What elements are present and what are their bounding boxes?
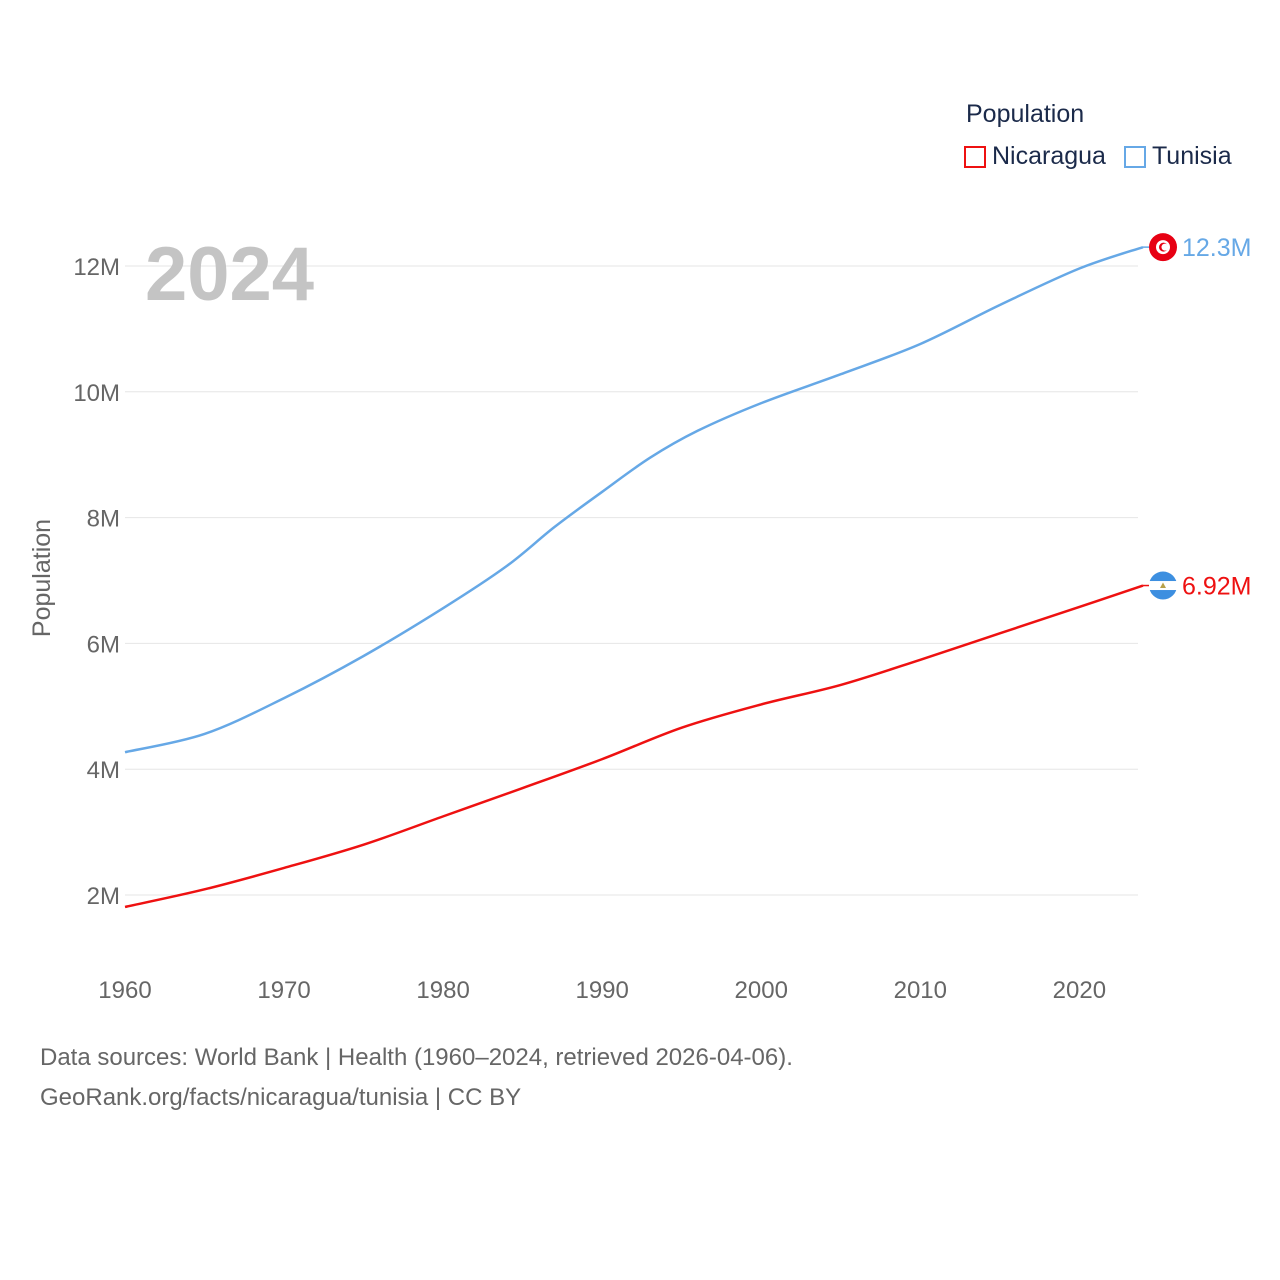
y-tick-label: 6M bbox=[87, 631, 120, 658]
end-value-label-nicaragua: 6.92M bbox=[1182, 573, 1251, 601]
legend-swatch-tunisia bbox=[1123, 145, 1146, 168]
series-end-markers: 12.3M 6.92M bbox=[1143, 233, 1251, 601]
grid-lines bbox=[125, 265, 1138, 896]
x-tick-label: 1970 bbox=[257, 977, 310, 1004]
legend-title: Population bbox=[966, 100, 1085, 128]
footer-sources: Data sources: World Bank | Health (1960–… bbox=[40, 1044, 793, 1071]
year-watermark: 2024 bbox=[145, 232, 314, 317]
y-axis-label: Population bbox=[28, 519, 56, 637]
legend-swatch-nicaragua bbox=[964, 145, 986, 168]
y-tick-label: 12M bbox=[73, 254, 120, 281]
series-line-nicaragua[interactable] bbox=[124, 584, 1144, 909]
legend-label-nicaragua: Nicaragua bbox=[992, 142, 1106, 170]
x-tick-label: 1960 bbox=[98, 977, 151, 1004]
legend-item-tunisia[interactable]: Tunisia bbox=[1123, 142, 1232, 171]
end-value-label-tunisia: 12.3M bbox=[1182, 234, 1251, 262]
x-tick-label: 1980 bbox=[416, 977, 469, 1004]
flag-tunisia-icon bbox=[1149, 233, 1177, 262]
legend-item-nicaragua[interactable]: Nicaragua bbox=[964, 142, 1106, 171]
footer-attribution[interactable]: GeoRank.org/facts/nicaragua/tunisia | CC… bbox=[40, 1084, 522, 1111]
x-axis-ticks: 1960 1970 1980 1990 2000 2010 2020 bbox=[98, 977, 1106, 1004]
x-tick-label: 2020 bbox=[1053, 977, 1106, 1004]
y-axis-ticks: 2M 4M 6M 8M 10M 12M bbox=[73, 254, 120, 910]
y-tick-label: 10M bbox=[73, 380, 120, 407]
legend: Nicaragua Tunisia bbox=[964, 142, 1250, 171]
y-tick-label: 4M bbox=[87, 757, 120, 784]
flag-tunisia-crescent-cut bbox=[1161, 243, 1169, 251]
x-tick-label: 2000 bbox=[735, 977, 788, 1004]
flag-nicaragua-icon bbox=[1149, 571, 1177, 600]
series-line-tunisia[interactable] bbox=[124, 245, 1144, 754]
legend-label-tunisia: Tunisia bbox=[1151, 142, 1232, 170]
flag-nicaragua-emblem bbox=[1160, 582, 1166, 589]
series-lines bbox=[124, 245, 1144, 909]
y-tick-label: 2M bbox=[87, 883, 120, 910]
y-tick-label: 8M bbox=[87, 506, 120, 533]
x-tick-label: 1990 bbox=[575, 977, 628, 1004]
x-tick-label: 2010 bbox=[894, 977, 947, 1004]
